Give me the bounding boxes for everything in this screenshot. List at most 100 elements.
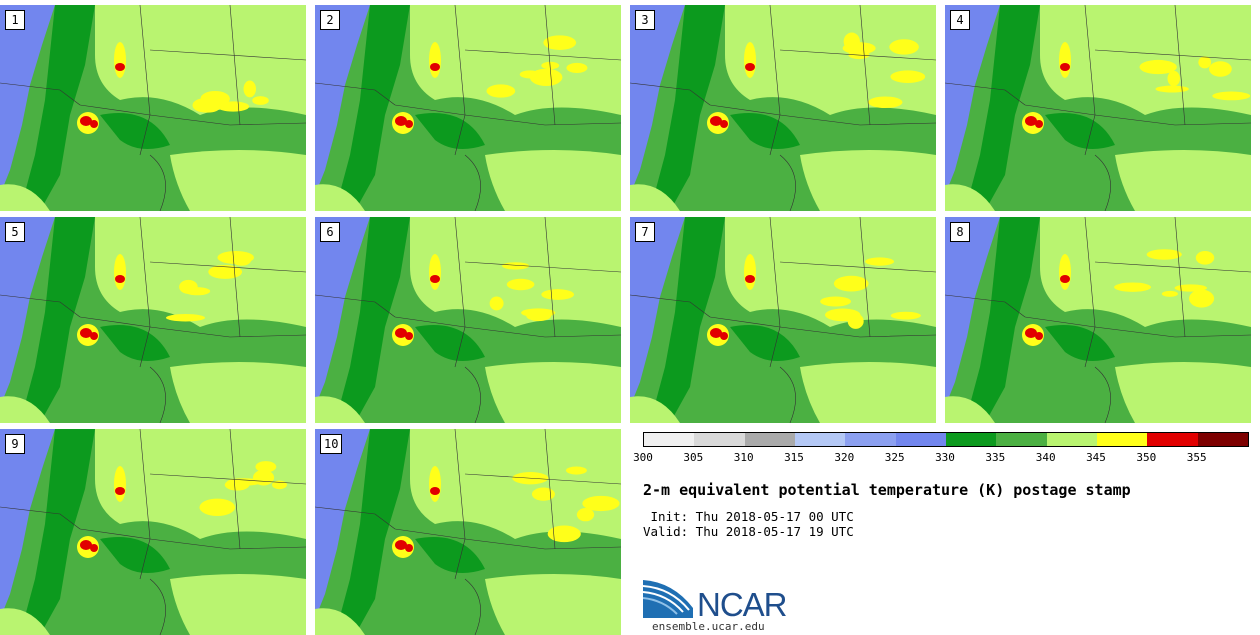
high-theta-patch	[868, 96, 903, 109]
plains-region	[410, 429, 621, 539]
high-theta-patch	[865, 257, 895, 266]
max-theta-spot	[720, 332, 728, 340]
stamp-panel-8: 8	[945, 217, 1251, 423]
colorbar	[643, 432, 1249, 447]
coastal-patch	[945, 396, 995, 423]
coastline	[1094, 154, 1111, 211]
state-border	[1174, 5, 1186, 126]
stamp-panel-3: 3	[630, 5, 936, 211]
stamp-number-label: 5	[5, 222, 25, 242]
coastline	[149, 366, 166, 423]
coastline	[464, 154, 481, 211]
coastal-patch	[0, 184, 50, 211]
max-theta-spot	[90, 120, 98, 128]
high-theta-patch	[576, 508, 595, 522]
high-theta-patch	[1198, 56, 1212, 69]
stamp-number-label: 2	[320, 10, 340, 30]
high-theta-patch	[1212, 91, 1251, 101]
colorbar-segment	[1147, 433, 1198, 446]
dark-green-patch	[1045, 113, 1115, 149]
dark-green-patch	[415, 537, 485, 573]
cold-region	[315, 217, 370, 407]
dark-green-patch	[730, 325, 800, 361]
state-border	[945, 294, 1026, 318]
coastal-patch	[315, 608, 365, 635]
cold-region	[0, 429, 55, 619]
logo-text: NCAR	[697, 586, 788, 623]
max-theta-spot	[1035, 332, 1043, 340]
max-theta-spot	[80, 328, 92, 338]
stamp-number-label: 10	[320, 434, 343, 454]
high-theta-patch	[114, 42, 126, 78]
state-border	[149, 49, 306, 61]
high-theta-patch	[529, 68, 563, 86]
plot-title: 2-m equivalent potential temperature (K)…	[643, 481, 1131, 499]
state-border	[1024, 104, 1251, 126]
colorbar-segment	[794, 433, 846, 446]
high-theta-patch	[1195, 251, 1215, 265]
mountain-band	[965, 217, 1040, 423]
high-theta-patch	[1114, 282, 1151, 292]
high-theta-patch	[1146, 249, 1182, 260]
gulf-region	[170, 362, 306, 423]
high-theta-patch	[114, 254, 126, 290]
colorbar-segment	[1197, 433, 1248, 446]
cold-region	[0, 5, 55, 195]
max-theta-spot	[1035, 120, 1043, 128]
cold-region	[630, 217, 685, 407]
max-theta-spot	[80, 116, 92, 126]
high-theta-patch	[200, 90, 230, 107]
high-theta-patch	[165, 314, 206, 322]
max-theta-spot	[405, 332, 413, 340]
stamp-panel-4: 4	[945, 5, 1251, 211]
high-theta-patch	[1139, 59, 1177, 75]
gulf-region	[485, 150, 621, 211]
plains-region	[1040, 217, 1251, 327]
state-border	[394, 316, 621, 338]
max-theta-spot	[90, 544, 98, 552]
gulf-region	[800, 362, 936, 423]
plains-region	[410, 217, 621, 327]
high-theta-patch	[114, 466, 126, 502]
high-theta-patch	[208, 264, 243, 279]
high-theta-patch	[199, 498, 236, 517]
max-theta-spot	[430, 275, 440, 283]
state-border	[0, 82, 81, 106]
colorbar-tick-label: 310	[733, 451, 754, 464]
high-theta-patch	[506, 278, 535, 291]
ncar-logo-icon	[643, 580, 693, 618]
stamp-number-label: 9	[5, 434, 25, 454]
high-theta-patch	[217, 250, 255, 265]
site-url[interactable]: ensemble.ucar.edu	[652, 620, 765, 633]
stamp-panel-9: 9	[0, 429, 306, 635]
max-theta-spot	[1060, 275, 1070, 283]
state-border	[779, 49, 936, 61]
state-border	[859, 217, 871, 338]
max-theta-spot	[115, 275, 125, 283]
state-border	[709, 316, 936, 338]
dark-green-patch	[1045, 325, 1115, 361]
colorbar-segment	[996, 433, 1047, 446]
colorbar-tick-label: 355	[1186, 451, 1207, 464]
state-border	[79, 528, 306, 550]
high-theta-patch	[531, 487, 555, 501]
dark-green-patch	[100, 537, 170, 573]
stamp-panel-10: 10	[315, 429, 621, 635]
stamp-number-label: 1	[5, 10, 25, 30]
max-theta-spot	[745, 63, 755, 71]
plains-region	[725, 5, 936, 115]
coastal-patch	[945, 184, 995, 211]
state-border	[315, 82, 396, 106]
state-border	[0, 506, 81, 530]
state-border	[779, 261, 936, 273]
state-border	[464, 49, 621, 61]
colorbar-tick-label: 300	[633, 451, 653, 464]
state-border	[149, 261, 306, 273]
cold-region	[945, 217, 1000, 407]
stamp-number-label: 4	[950, 10, 970, 30]
mountain-band	[335, 5, 410, 211]
state-border	[544, 217, 556, 338]
max-theta-spot	[405, 120, 413, 128]
high-theta-patch	[486, 84, 516, 98]
colorbar-tick-label: 320	[834, 451, 855, 464]
